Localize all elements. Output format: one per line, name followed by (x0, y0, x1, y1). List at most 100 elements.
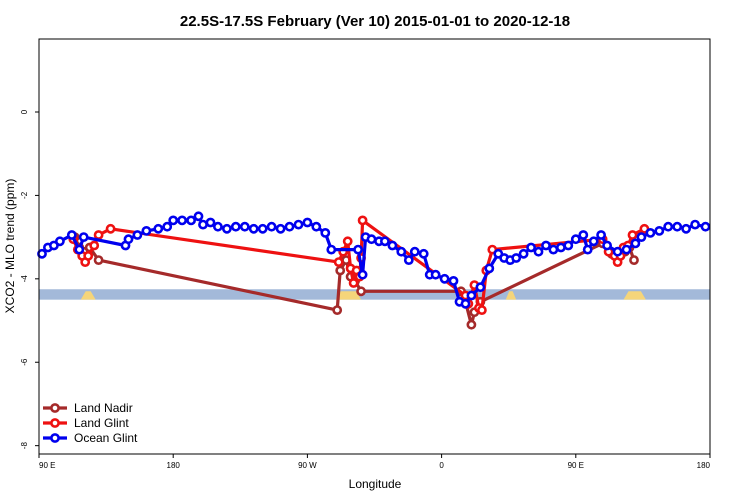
data-point-2-3 (55, 236, 65, 247)
data-point-2-80 (700, 221, 711, 232)
y-tick-label-1: -2 (20, 191, 29, 199)
plot-frame (38, 38, 711, 455)
data-point-1-4 (83, 250, 94, 261)
data-point-2-62 (556, 242, 566, 253)
data-point-2-79 (690, 219, 700, 230)
data-point-2-49 (460, 298, 471, 309)
y-tick-label-2: -4 (20, 275, 29, 283)
data-point-2-64 (570, 234, 581, 245)
legend-marker-2 (50, 433, 60, 443)
data-point-2-58 (526, 242, 536, 253)
data-point-2-23 (248, 223, 259, 234)
data-point-2-67 (588, 236, 599, 247)
x-tick-label-3: 0 (439, 461, 444, 470)
legend-label-2: Ocean Glint (74, 431, 138, 445)
data-point-2-22 (239, 221, 250, 232)
data-point-2-14 (177, 215, 187, 226)
data-point-2-21 (230, 221, 241, 232)
data-point-2-52 (484, 263, 495, 274)
data-point-2-43 (418, 248, 429, 259)
data-point-2-30 (311, 221, 322, 232)
data-point-0-4 (93, 255, 104, 265)
data-point-0-10 (356, 286, 366, 297)
data-point-2-51 (475, 282, 486, 293)
data-point-2-46 (439, 273, 450, 284)
data-point-2-78 (681, 223, 691, 234)
data-point-0-20 (629, 255, 639, 265)
data-point-1-16 (357, 215, 368, 226)
data-point-2-20 (221, 223, 232, 234)
data-point-2-4 (66, 230, 77, 240)
data-point-1-7 (105, 223, 116, 234)
data-point-2-76 (663, 221, 674, 232)
data-point-2-27 (284, 221, 295, 232)
x-tick-label-2: 90 W (298, 461, 317, 470)
data-point-2-68 (596, 230, 606, 240)
data-point-2-15 (186, 215, 196, 226)
series-layer (37, 211, 711, 330)
data-point-2-29 (302, 217, 313, 228)
x-axis-label: Longitude (349, 477, 402, 491)
x-tick-label-4: 90 E (568, 461, 584, 470)
data-point-2-59 (533, 246, 544, 257)
data-point-1-5 (89, 240, 100, 251)
data-point-2-60 (541, 240, 551, 251)
legend-marker-1 (50, 418, 60, 428)
land-patch-4 (623, 291, 646, 300)
data-point-2-41 (403, 255, 414, 265)
ocean-band (39, 289, 710, 300)
y-tick-label-0: 0 (20, 109, 29, 114)
data-point-2-65 (578, 230, 589, 240)
data-point-2-50 (466, 290, 477, 301)
data-point-1-8 (333, 257, 344, 267)
data-point-2-6 (78, 232, 89, 242)
series-2 (37, 211, 711, 309)
legend-marker-0 (50, 403, 60, 413)
y-tick-label-3: -6 (20, 358, 29, 366)
chart-title: 22.5S-17.5S February (Ver 10) 2015-01-01… (180, 13, 570, 30)
data-point-2-25 (266, 221, 277, 232)
data-point-2-77 (672, 221, 683, 232)
data-point-2-16 (193, 211, 204, 222)
x-axis: 90 E 180 90 W 0 90 E 180 (38, 454, 711, 470)
data-point-2-19 (212, 221, 223, 232)
data-point-2-73 (636, 232, 647, 242)
data-point-2-0 (37, 248, 47, 259)
data-point-2-28 (293, 219, 304, 230)
land-patch-1 (335, 291, 362, 300)
data-point-2-72 (630, 238, 641, 249)
data-point-2-57 (518, 248, 529, 259)
data-point-1-21 (476, 305, 487, 315)
data-point-2-42 (409, 246, 420, 257)
data-point-2-36 (366, 234, 377, 245)
data-point-2-9 (132, 230, 143, 240)
legend-label-1: Land Glint (74, 416, 129, 430)
x-tick-label-1: 180 (167, 461, 181, 470)
data-point-2-33 (353, 244, 363, 255)
data-point-2-5 (74, 244, 85, 255)
data-point-2-8 (123, 234, 134, 245)
data-point-2-17 (198, 219, 208, 230)
y-axis-label: XCO2 - MLO trend (ppm) (3, 179, 17, 314)
data-point-2-75 (654, 225, 665, 236)
y-tick-label-4: -8 (20, 442, 29, 450)
data-point-2-61 (548, 244, 559, 255)
data-point-2-12 (162, 221, 173, 232)
data-point-0-5 (332, 305, 343, 315)
y-axis: 0 -2 -4 -6 -8 (20, 109, 39, 449)
data-point-2-56 (511, 253, 522, 263)
data-point-1-6 (93, 230, 104, 240)
data-point-2-38 (379, 236, 390, 247)
land-patch-3 (505, 291, 517, 300)
data-point-2-69 (602, 240, 612, 251)
data-point-2-70 (612, 246, 623, 257)
data-point-1-31 (627, 230, 638, 240)
legend-label-0: Land Nadir (74, 401, 133, 415)
x-tick-label-5: 180 (697, 461, 711, 470)
data-point-2-18 (205, 217, 216, 228)
data-point-2-71 (621, 244, 632, 255)
data-point-2-10 (141, 225, 152, 236)
data-point-2-31 (320, 227, 331, 238)
